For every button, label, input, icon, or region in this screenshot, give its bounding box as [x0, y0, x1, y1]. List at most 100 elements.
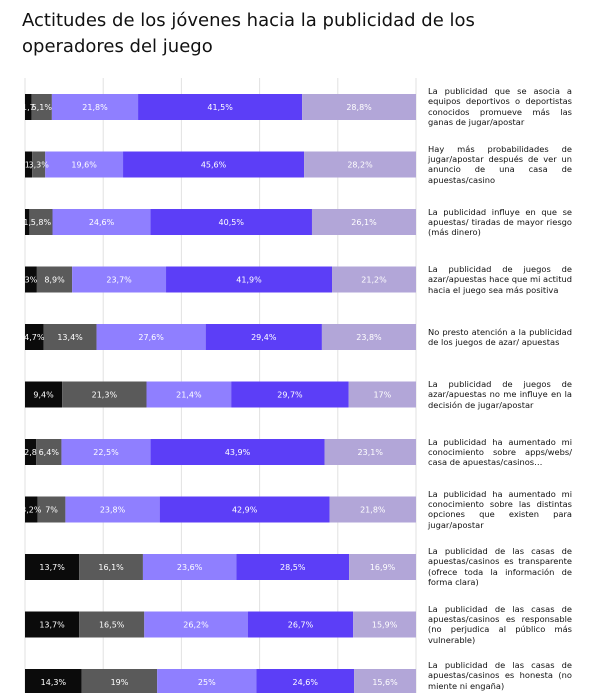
category-label: La publicidad de las casas de apuestas/c…: [428, 660, 572, 691]
data-label: 1,: [25, 161, 33, 170]
category-label: La publicidad que se asocia a equipos de…: [428, 86, 572, 128]
bar-segment: [25, 439, 37, 465]
data-label: 43,9%: [225, 448, 251, 457]
data-label: 21,3%: [92, 391, 118, 400]
data-label: 3,3%: [29, 161, 50, 170]
data-label: 41,5%: [207, 103, 233, 112]
data-label: 26,2%: [183, 621, 209, 630]
data-label: 5,1%: [32, 103, 53, 112]
data-label: 28,2%: [347, 161, 373, 170]
bar-segment: [45, 151, 124, 178]
chart-title: Actitudes de los jóvenes hacia la public…: [22, 10, 475, 57]
data-label: 21,4%: [176, 391, 202, 400]
bar-segment: [25, 669, 82, 693]
bar-segment: [25, 324, 44, 350]
bar-segment: [25, 266, 37, 293]
data-label: 24,6%: [293, 678, 319, 687]
bar-segment: [25, 94, 32, 120]
data-label: 4,7%: [24, 333, 45, 342]
bar-segment: [25, 209, 30, 235]
data-label: 13,7%: [39, 563, 65, 572]
bar-segment: [321, 324, 416, 350]
data-label: 13,7%: [39, 621, 65, 630]
bar-segment: [231, 381, 349, 408]
data-label: 25%: [198, 678, 216, 687]
data-label: 22,5%: [93, 448, 119, 457]
bar-segment: [142, 554, 237, 580]
bar-segment: [52, 209, 151, 235]
data-label: 27,6%: [138, 333, 164, 342]
bar-segment: [79, 611, 145, 638]
data-label: 40,5%: [219, 218, 245, 227]
data-label: 7%: [45, 506, 58, 515]
bar-segment: [354, 669, 416, 693]
data-label: 13,4%: [57, 333, 83, 342]
data-label: 2,8: [24, 448, 37, 457]
data-label: 9,4%: [33, 391, 54, 400]
bar-segment: [25, 496, 38, 523]
bar-segment: [32, 151, 46, 178]
bar-segment: [157, 669, 257, 693]
bar-segment: [236, 554, 350, 580]
bar-segment: [51, 94, 139, 120]
data-label: 19,6%: [71, 161, 97, 170]
bar-segment: [146, 381, 232, 408]
bar-segment: [62, 381, 147, 408]
bar-segment: [349, 554, 416, 580]
bar-segment: [324, 439, 416, 465]
data-label: 45,6%: [201, 161, 227, 170]
bar-segment: [304, 151, 416, 178]
bar-segment: [256, 669, 355, 693]
bar-segment: [79, 554, 143, 580]
data-label: 21,2%: [361, 276, 387, 285]
bar-segment: [37, 496, 66, 523]
bar-segment: [159, 496, 330, 523]
bar-segment: [25, 381, 63, 408]
category-label: La publicidad ha aumentado mi conocimien…: [428, 488, 572, 530]
bar-segment: [150, 439, 325, 465]
data-label: 41,9%: [236, 276, 262, 285]
data-label: 23,8%: [100, 506, 126, 515]
data-label: 19%: [111, 678, 129, 687]
bar-segment: [96, 324, 206, 350]
bar-segment: [144, 611, 248, 638]
bar-segment: [353, 611, 416, 638]
bar-segment: [348, 381, 416, 408]
data-label: 28,5%: [280, 563, 306, 572]
data-label: 1,7: [22, 103, 35, 112]
bar-segment: [166, 266, 333, 293]
data-label: 6,4%: [39, 448, 60, 457]
bar-segment: [31, 94, 52, 120]
data-label: 3%: [25, 276, 38, 285]
data-label: 16,9%: [370, 563, 396, 572]
bar-segment: [25, 554, 80, 580]
data-label: 26,1%: [351, 218, 377, 227]
bar-segment: [36, 266, 73, 293]
bar-segment: [29, 209, 53, 235]
category-label: La publicidad influye en que se apuestas…: [428, 206, 572, 238]
category-label: Hay más probabilidades de jugar/apostar …: [428, 143, 572, 185]
bar-segment: [247, 611, 354, 638]
bar-segment: [61, 439, 151, 465]
data-label: 42,9%: [232, 506, 258, 515]
data-label: 8,9%: [44, 276, 65, 285]
bar-segment: [25, 611, 80, 638]
category-label: No presto atención a la publicidad de lo…: [428, 326, 572, 347]
data-label: 15,6%: [372, 678, 398, 687]
bar-segment: [72, 266, 167, 293]
data-label: 21,8%: [360, 506, 386, 515]
data-label: 29,4%: [251, 333, 277, 342]
data-label: 1,: [23, 218, 31, 227]
data-label: 15,9%: [372, 621, 398, 630]
bar-segment: [150, 209, 312, 235]
data-label: 23,6%: [177, 563, 203, 572]
data-label: 28,8%: [346, 103, 372, 112]
category-label: La publicidad ha aumentado mi conocimien…: [428, 436, 572, 468]
data-label: 23,7%: [106, 276, 132, 285]
bar-segment: [36, 439, 62, 465]
bar-segment: [25, 151, 33, 178]
data-label: 21,8%: [82, 103, 108, 112]
bar-segment: [43, 324, 97, 350]
bar-segment: [302, 94, 416, 120]
